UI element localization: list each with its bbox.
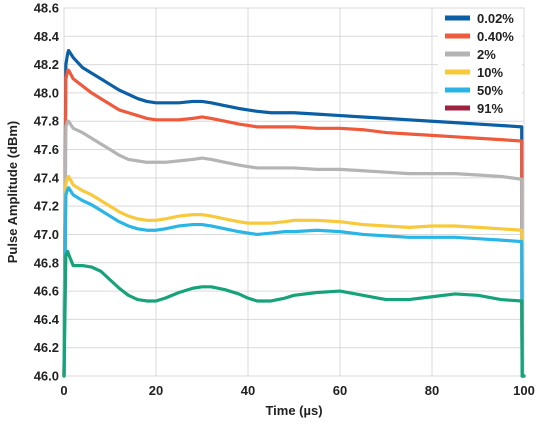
x-tick-label: 40 [241, 383, 255, 398]
y-tick-label: 46.0 [34, 369, 59, 384]
x-tick-label: 0 [60, 383, 67, 398]
legend-label: 50% [477, 83, 503, 98]
y-tick-label: 47.4 [34, 170, 60, 185]
y-tick-label: 48.6 [34, 1, 59, 16]
x-tick-label: 80 [425, 383, 439, 398]
series-lines [62, 48, 526, 378]
x-tick-labels: 0 20 40 60 80 100 [60, 383, 534, 398]
series-line-3 [62, 119, 526, 378]
x-axis-title: Time (µs) [265, 403, 322, 418]
y-tick-label: 47.6 [34, 142, 59, 157]
x-tick-label: 100 [513, 383, 535, 398]
grid-lines [63, 7, 525, 377]
legend-label: 10% [477, 65, 503, 80]
series-line-6 [62, 249, 526, 378]
legend-label: 91% [477, 101, 503, 116]
y-tick-label: 46.4 [34, 312, 60, 327]
x-tick-label: 20 [149, 383, 163, 398]
legend: 0.02% 0.40% 2% 10% 50% 91% [438, 10, 522, 118]
series-line-1 [62, 48, 526, 378]
y-tick-label: 46.6 [34, 284, 59, 299]
y-tick-label: 47.8 [34, 114, 59, 129]
y-tick-label: 47.2 [34, 199, 59, 214]
y-tick-label: 48.4 [34, 29, 60, 44]
series-line-5 [62, 186, 526, 378]
y-axis-title: Pulse Amplitude (dBm) [5, 121, 20, 264]
legend-label: 2% [477, 47, 496, 62]
y-tick-labels: 46.0 46.2 46.4 46.6 46.8 47.0 47.2 47.4 47.6 47.8… [34, 1, 60, 384]
legend-label: 0.02% [477, 11, 514, 26]
y-tick-label: 48.2 [34, 57, 59, 72]
y-tick-label: 46.2 [34, 340, 59, 355]
y-tick-label: 46.8 [34, 255, 59, 270]
y-tick-label: 48.0 [34, 85, 59, 100]
series-line-4 [62, 174, 526, 378]
legend-label: 0.40% [477, 29, 514, 44]
y-tick-label: 47.0 [34, 227, 59, 242]
x-tick-label: 60 [333, 383, 347, 398]
legend-box [438, 10, 522, 118]
series-line-2 [62, 68, 526, 378]
